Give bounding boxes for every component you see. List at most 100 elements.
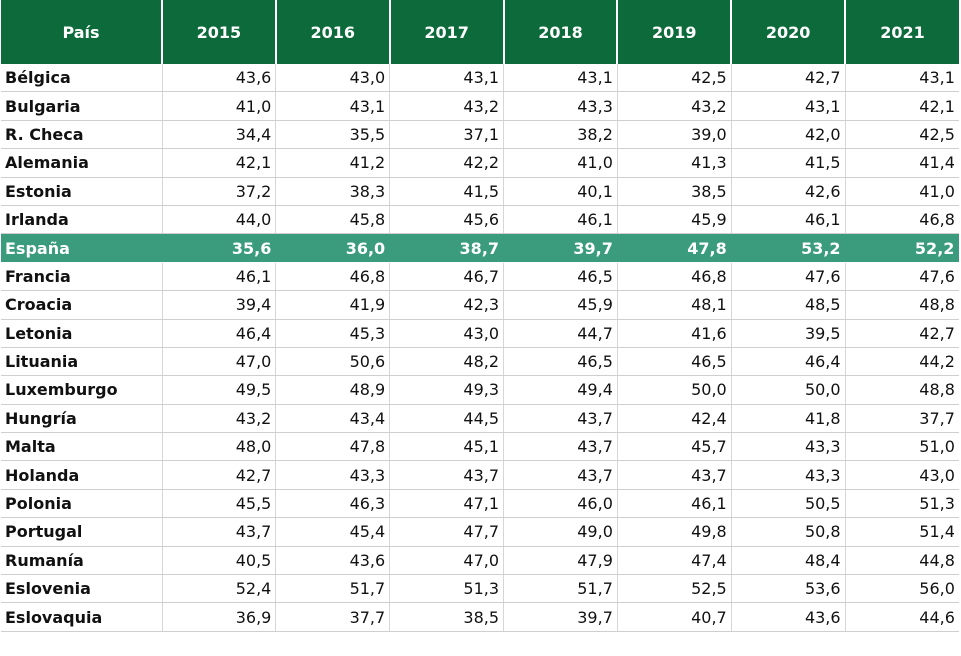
value-cell: 47,4 — [617, 546, 732, 576]
value-cell: 43,3 — [731, 432, 846, 462]
value-cell: 44,2 — [845, 347, 959, 377]
value-cell: 36,9 — [162, 602, 277, 632]
column-header-year: 2017 — [389, 0, 505, 64]
table-row: Irlanda 44,0 45,8 45,6 46,1 45,9 46,1 46,8 — [1, 205, 959, 235]
value-cell: 37,2 — [162, 177, 277, 206]
table-row: Luxemburgo 49,5 48,9 49,3 49,4 50,0 50,0 48,8 — [1, 375, 959, 405]
table-row-highlighted: España 35,6 36,0 38,7 39,7 47,8 53,2 52,2 — [1, 233, 960, 263]
value-cell: 48,8 — [845, 290, 959, 320]
value-cell: 43,1 — [503, 64, 618, 93]
value-cell: 47,8 — [275, 432, 391, 462]
value-cell: 49,5 — [162, 375, 277, 405]
country-cell: Irlanda — [1, 205, 163, 235]
country-cell: Luxemburgo — [1, 375, 163, 405]
value-cell: 45,9 — [617, 205, 732, 235]
value-cell: 43,0 — [389, 319, 505, 348]
value-cell: 41,0 — [503, 148, 618, 178]
value-cell: 45,9 — [503, 290, 618, 320]
value-cell: 43,7 — [503, 460, 618, 490]
value-cell: 43,3 — [731, 460, 846, 490]
value-cell: 35,5 — [275, 120, 391, 150]
value-cell: 48,8 — [845, 375, 959, 405]
value-cell: 40,1 — [503, 177, 618, 206]
country-cell: Portugal — [1, 517, 163, 547]
country-cell: Hungría — [1, 404, 163, 434]
value-cell: 42,1 — [845, 91, 959, 121]
value-cell: 48,2 — [389, 347, 505, 377]
column-header-country: País — [1, 0, 163, 64]
table-row: Hungría 43,2 43,4 44,5 43,7 42,4 41,8 37,7 — [1, 404, 959, 434]
value-cell: 43,0 — [275, 64, 391, 93]
value-cell: 52,5 — [617, 574, 732, 604]
table-row: Eslovenia 52,4 51,7 51,3 51,7 52,5 53,6 56,0 — [1, 574, 959, 604]
value-cell: 43,0 — [845, 460, 959, 490]
table-row: Holanda 42,7 43,3 43,7 43,7 43,7 43,3 43,0 — [1, 460, 959, 490]
value-cell: 38,7 — [389, 233, 505, 263]
value-cell: 46,1 — [503, 205, 618, 235]
table-body: Bélgica 43,6 43,0 43,1 43,1 42,5 42,7 43,1 Bulga… — [1, 64, 960, 632]
value-cell: 45,4 — [275, 517, 391, 547]
value-cell: 46,5 — [503, 347, 618, 377]
value-cell: 46,7 — [389, 262, 505, 292]
value-cell: 45,3 — [275, 319, 391, 348]
value-cell: 38,5 — [617, 177, 732, 206]
table-row: Estonia 37,2 38,3 41,5 40,1 38,5 42,6 41,0 — [1, 177, 959, 206]
value-cell: 38,3 — [275, 177, 391, 206]
value-cell: 44,5 — [389, 404, 505, 434]
value-cell: 47,1 — [389, 489, 505, 519]
value-cell: 36,0 — [275, 233, 391, 263]
value-cell: 34,4 — [162, 120, 277, 150]
value-cell: 35,6 — [162, 233, 277, 263]
column-header-year: 2015 — [162, 0, 277, 64]
value-cell: 42,2 — [389, 148, 505, 178]
value-cell: 48,4 — [731, 546, 846, 576]
country-cell: Lituania — [1, 347, 163, 377]
value-cell: 47,6 — [845, 262, 959, 292]
value-cell: 44,8 — [845, 546, 959, 576]
country-cell: Malta — [1, 432, 163, 462]
column-header-year: 2020 — [731, 0, 847, 64]
value-cell: 41,2 — [275, 148, 391, 178]
value-cell: 37,1 — [389, 120, 505, 150]
value-cell: 46,4 — [162, 319, 277, 348]
value-cell: 41,0 — [162, 91, 277, 121]
value-cell: 39,5 — [731, 319, 846, 348]
value-cell: 43,7 — [503, 404, 618, 434]
value-cell: 39,4 — [162, 290, 277, 320]
value-cell: 37,7 — [845, 404, 959, 434]
value-cell: 42,5 — [617, 64, 732, 93]
country-cell: Alemania — [1, 148, 163, 178]
value-cell: 43,6 — [162, 64, 277, 93]
country-cell: Bélgica — [1, 64, 163, 93]
value-cell: 46,5 — [503, 262, 618, 292]
table-row: R. Checa 34,4 35,5 37,1 38,2 39,0 42,0 42,5 — [1, 120, 959, 150]
value-cell: 38,2 — [503, 120, 618, 150]
value-cell: 47,6 — [731, 262, 846, 292]
value-cell: 43,7 — [162, 517, 277, 547]
value-cell: 41,3 — [617, 148, 732, 178]
country-cell: Letonia — [1, 319, 163, 348]
value-cell: 38,5 — [389, 602, 505, 632]
value-cell: 45,8 — [275, 205, 391, 235]
value-cell: 42,1 — [162, 148, 277, 178]
value-cell: 42,7 — [162, 460, 277, 490]
value-cell: 49,8 — [617, 517, 732, 547]
value-cell: 44,6 — [845, 602, 959, 632]
country-cell: Estonia — [1, 177, 163, 206]
value-cell: 49,0 — [503, 517, 618, 547]
value-cell: 46,1 — [617, 489, 732, 519]
value-cell: 45,6 — [389, 205, 505, 235]
value-cell: 47,7 — [389, 517, 505, 547]
value-cell: 46,1 — [162, 262, 277, 292]
column-header-year: 2019 — [617, 0, 733, 64]
value-cell: 47,8 — [617, 233, 732, 263]
value-cell: 39,0 — [617, 120, 732, 150]
country-cell: Bulgaria — [1, 91, 163, 121]
value-cell: 42,7 — [731, 64, 846, 93]
value-cell: 46,4 — [731, 347, 846, 377]
column-header-year: 2021 — [845, 0, 959, 64]
table-row: Malta 48,0 47,8 45,1 43,7 45,7 43,3 51,0 — [1, 432, 959, 462]
value-cell: 51,3 — [845, 489, 959, 519]
value-cell: 42,5 — [845, 120, 959, 150]
value-cell: 43,6 — [275, 546, 391, 576]
